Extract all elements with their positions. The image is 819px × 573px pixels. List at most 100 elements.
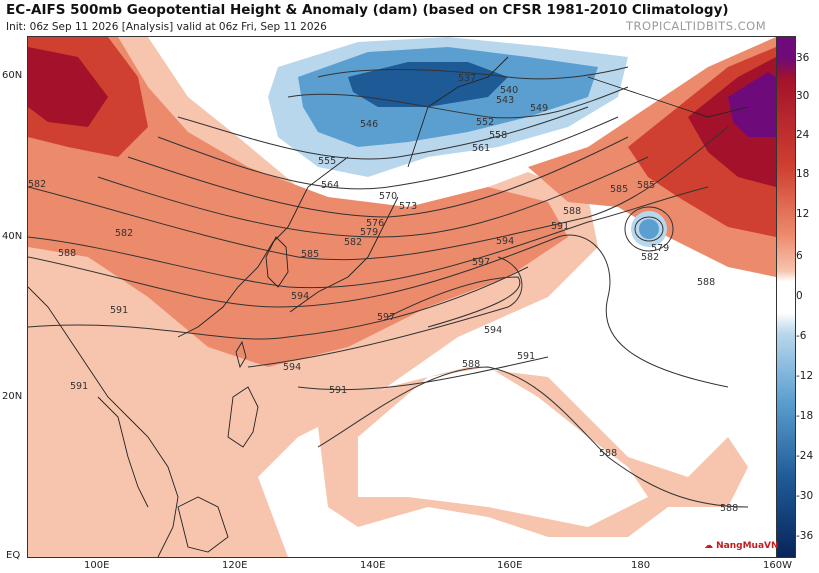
colorbar-tick: -12 bbox=[796, 370, 814, 382]
positive-anomaly-nw-core bbox=[28, 47, 108, 127]
height-contours bbox=[28, 66, 749, 508]
contour-label: 558 bbox=[489, 130, 507, 141]
contour-label: 537 bbox=[458, 73, 476, 84]
contour-label: 546 bbox=[360, 119, 378, 130]
contour-555 bbox=[177, 106, 589, 160]
contour-label: 576 bbox=[366, 218, 384, 229]
contour-label: 579 bbox=[360, 227, 378, 238]
contour-label: 585 bbox=[610, 184, 628, 195]
contour-label: 594 bbox=[496, 236, 514, 247]
contour-label: 594 bbox=[291, 291, 309, 302]
lat-label-40n: 40N bbox=[2, 231, 23, 242]
taiwan bbox=[235, 340, 247, 369]
lon-label-160e: 160E bbox=[497, 560, 523, 571]
contour-594 bbox=[247, 256, 523, 368]
contour-label-group: 537 540 543 546 549 552 555 558 561 564 … bbox=[28, 73, 738, 514]
colorbar-tick: -6 bbox=[796, 330, 807, 342]
watermark-logo: ☁ NangMuaVN bbox=[704, 541, 779, 551]
contour-label: 582 bbox=[641, 252, 659, 263]
aleutians bbox=[587, 76, 749, 118]
contour-label: 591 bbox=[70, 381, 88, 392]
contour-591-south bbox=[297, 356, 549, 391]
contour-546 bbox=[287, 86, 629, 119]
lon-label-100e: 100E bbox=[84, 560, 110, 571]
contour-label: 543 bbox=[496, 95, 514, 106]
contour-label: 594 bbox=[283, 362, 301, 373]
lon-label-160w: 160W bbox=[763, 560, 792, 571]
contour-label: 588 bbox=[599, 448, 617, 459]
contour-label: 564 bbox=[321, 180, 339, 191]
contour-label: 585 bbox=[301, 249, 319, 260]
lon-label-120e: 120E bbox=[222, 560, 248, 571]
contour-label: 591 bbox=[517, 351, 535, 362]
colorbar-tick: -24 bbox=[796, 450, 814, 462]
korea bbox=[265, 236, 289, 288]
contour-591 bbox=[28, 266, 529, 340]
philippines bbox=[227, 386, 259, 448]
colorbar-tick: 6 bbox=[796, 250, 803, 262]
colorbar-tick: -18 bbox=[796, 410, 814, 422]
contour-label: 540 bbox=[500, 85, 518, 96]
colorbar-tick: 36 bbox=[796, 52, 810, 64]
contour-582 bbox=[28, 126, 729, 261]
contour-label: 573 bbox=[399, 201, 417, 212]
contour-label: 588 bbox=[697, 277, 715, 288]
contour-label: 588 bbox=[462, 359, 480, 370]
contour-label: 591 bbox=[551, 221, 569, 232]
contour-label: 582 bbox=[344, 237, 362, 248]
contour-label: 585 bbox=[637, 180, 655, 191]
colorbar-tick: -36 bbox=[796, 530, 814, 542]
borneo bbox=[177, 496, 229, 553]
contour-label: 561 bbox=[472, 143, 490, 154]
colorbar-tick: 12 bbox=[796, 208, 810, 220]
colorbar-tick: -30 bbox=[796, 490, 814, 502]
indochina bbox=[97, 396, 149, 508]
contour-label: 552 bbox=[476, 117, 494, 128]
contour-label: 555 bbox=[318, 156, 336, 167]
contour-588 bbox=[28, 234, 729, 388]
negative-anomaly-low-core bbox=[639, 219, 659, 239]
contour-low-579 bbox=[634, 216, 664, 242]
contour-537 bbox=[317, 66, 629, 80]
contour-573 bbox=[127, 136, 629, 218]
contour-label: 591 bbox=[110, 305, 128, 316]
map-panel: 537 540 543 546 549 552 555 558 561 564 … bbox=[27, 36, 777, 558]
contour-label: 594 bbox=[484, 325, 502, 336]
colorbar-tick: 0 bbox=[796, 290, 803, 302]
lat-label-20n: 20N bbox=[2, 391, 23, 402]
contour-588-south bbox=[317, 366, 749, 508]
asia-coast bbox=[28, 286, 179, 557]
contour-597 bbox=[387, 276, 521, 328]
positive-anomaly-west-core bbox=[28, 37, 568, 367]
chart-subtitle: Init: 06z Sep 11 2026 [Analysis] valid a… bbox=[6, 21, 327, 33]
contour-label: 597 bbox=[472, 257, 490, 268]
lon-label-180: 180 bbox=[631, 560, 651, 571]
map-svg: 537 540 543 546 549 552 555 558 561 564 … bbox=[28, 37, 776, 557]
site-brand: TROPICALTIDBITS.COM bbox=[626, 19, 767, 33]
lon-label-140e: 140E bbox=[360, 560, 386, 571]
contour-579 bbox=[97, 156, 649, 238]
watermark-text: NangMuaVN bbox=[716, 541, 779, 551]
contour-label: 549 bbox=[530, 103, 548, 114]
contour-label: 570 bbox=[379, 191, 397, 202]
colorbar bbox=[776, 36, 796, 558]
lat-label-eq: EQ bbox=[6, 550, 21, 561]
contour-label: 591 bbox=[329, 385, 347, 396]
anomaly-shading bbox=[28, 37, 776, 557]
positive-anomaly-ne-peak bbox=[728, 72, 776, 137]
contour-label: 582 bbox=[28, 179, 46, 190]
chart-title: EC-AIFS 500mb Geopotential Height & Anom… bbox=[6, 2, 729, 18]
colorbar-tick: 30 bbox=[796, 90, 810, 102]
contour-label: 579 bbox=[651, 243, 669, 254]
contour-564 bbox=[157, 116, 619, 190]
contour-label: 588 bbox=[58, 248, 76, 259]
contour-label: 582 bbox=[115, 228, 133, 239]
colorbar-tick: 18 bbox=[796, 168, 810, 180]
contour-label: 597 bbox=[377, 312, 395, 323]
coastlines bbox=[28, 56, 749, 557]
negative-anomaly-north-deep bbox=[348, 62, 508, 107]
neutral-pacific bbox=[358, 367, 648, 527]
contour-585 bbox=[28, 186, 709, 289]
cloud-icon: ☁ bbox=[704, 541, 713, 551]
contour-label: 588 bbox=[720, 503, 738, 514]
